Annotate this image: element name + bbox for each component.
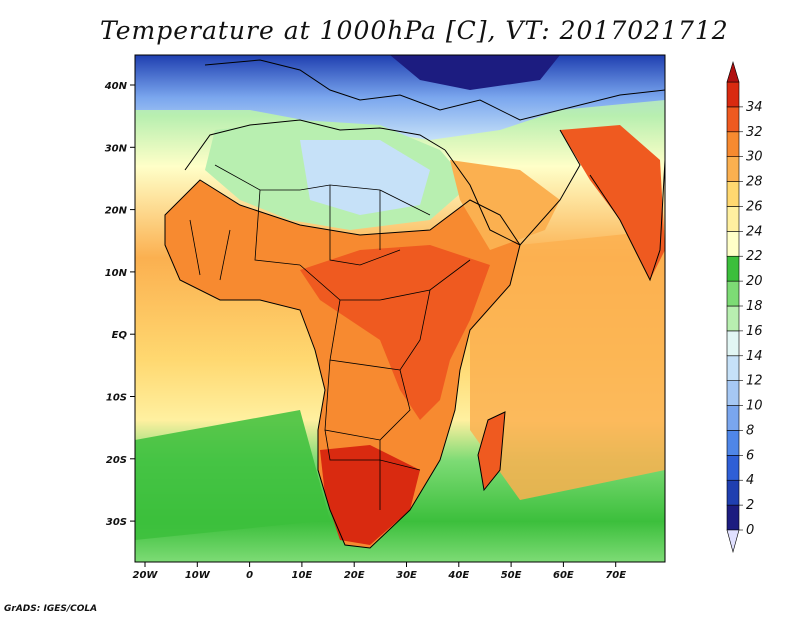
sahara-center-field: [300, 140, 430, 215]
colorbar-label: 14: [746, 349, 763, 364]
country-borders: [189, 164, 471, 510]
lat-tick-label: 40N: [104, 81, 128, 92]
colorbar-label: 24: [746, 224, 763, 239]
arctic-cold-field: [390, 55, 560, 90]
colorbar-segment: [726, 455, 740, 481]
colorbar-segment: [726, 255, 740, 282]
colorbar-segment: [726, 131, 740, 157]
colorbar-bottom-arrow: [726, 529, 740, 554]
lon-tick-label: 0: [246, 570, 253, 581]
colorbar-label: 32: [746, 125, 763, 140]
lat-tick-label: 20S: [106, 455, 127, 466]
africa-land-hottest: [300, 245, 490, 420]
europe-coastline: [204, 59, 666, 121]
colorbar-segment: [726, 405, 740, 431]
grads-credit: GrADS: IGES/COLA: [4, 604, 98, 614]
southern-africa-hot: [320, 445, 420, 545]
colorbar-label: 22: [746, 249, 763, 264]
map-title: Temperature at 1000hPa [C], VT: 20170217…: [100, 16, 729, 45]
colorbar-label: 4: [746, 473, 754, 488]
colorbar-label: 2: [746, 498, 754, 513]
colorbar-label: 18: [746, 299, 763, 314]
colorbar-label: 34: [746, 100, 763, 115]
lon-tick-label: 40E: [447, 570, 469, 581]
lon-tick-label: 30E: [396, 570, 417, 581]
colorbar-label: 6: [746, 448, 754, 463]
arabia-coastline: [444, 129, 581, 246]
colorbar-segment: [726, 430, 740, 456]
colorbar-segment: [726, 305, 740, 332]
lat-tick-label: 30N: [105, 143, 128, 154]
colorbar-label: 28: [746, 175, 763, 190]
colorbar-segment: [726, 156, 740, 182]
map-frame: [134, 54, 666, 563]
colorbar-segment: [726, 206, 740, 232]
colorbar-segment: [726, 181, 740, 207]
lat-tick-label: EQ: [112, 330, 128, 341]
lon-tick-label: 20E: [344, 570, 365, 581]
colorbar-segment: [726, 355, 740, 381]
lon-tick-label: 10E: [292, 570, 313, 581]
india-coastline: [589, 159, 666, 282]
latitude-axis: 40N 30N 20N 10N EQ 10S 20S 30S: [104, 81, 135, 528]
lat-tick-label: 30S: [106, 517, 127, 528]
lat-tick-label: 10N: [105, 268, 128, 279]
lon-tick-label: 50E: [501, 570, 522, 581]
lat-tick-label: 10S: [106, 393, 127, 404]
colorbar-segment: [726, 479, 740, 506]
india-hot: [560, 125, 665, 280]
colorbar-segment: [726, 280, 740, 307]
africa-coastline: [164, 179, 521, 549]
lat-tick-label: 20N: [105, 206, 128, 217]
colorbar-top-arrow: [726, 60, 740, 83]
north-africa-coastline: [184, 119, 446, 171]
madagascar-coastline: [477, 411, 506, 492]
longitude-axis: 20W 10W 0 10E 20E 30E 40E 50E 60E 70E: [133, 562, 626, 581]
lon-tick-label: 10W: [185, 570, 211, 581]
colorbar-label: 12: [746, 374, 763, 389]
lon-tick-label: 60E: [553, 570, 574, 581]
indian-ocean-field: [470, 230, 665, 500]
lon-tick-label: 70E: [605, 570, 626, 581]
colorbar-label: 8: [746, 423, 754, 438]
colorbar-label: 0: [746, 523, 754, 538]
map-panel: [134, 54, 666, 563]
south-atlantic-cool-field: [135, 410, 330, 540]
colorbar-segment: [726, 81, 740, 108]
colorbar-segment: [726, 380, 740, 406]
colorbar-segment: [726, 504, 740, 531]
colorbar-segment: [726, 231, 740, 257]
lon-tick-label: 20W: [133, 570, 159, 581]
colorbar-label: 30: [746, 150, 763, 165]
colorbar-label: 20: [746, 274, 763, 289]
colorbar-label: 26: [746, 199, 763, 214]
colorbar-label: 10: [746, 399, 763, 414]
colorbar-segment: [726, 330, 740, 357]
colorbar-segment: [726, 106, 740, 133]
colorbar-label: 16: [746, 324, 763, 339]
arabia-warm: [450, 160, 560, 250]
